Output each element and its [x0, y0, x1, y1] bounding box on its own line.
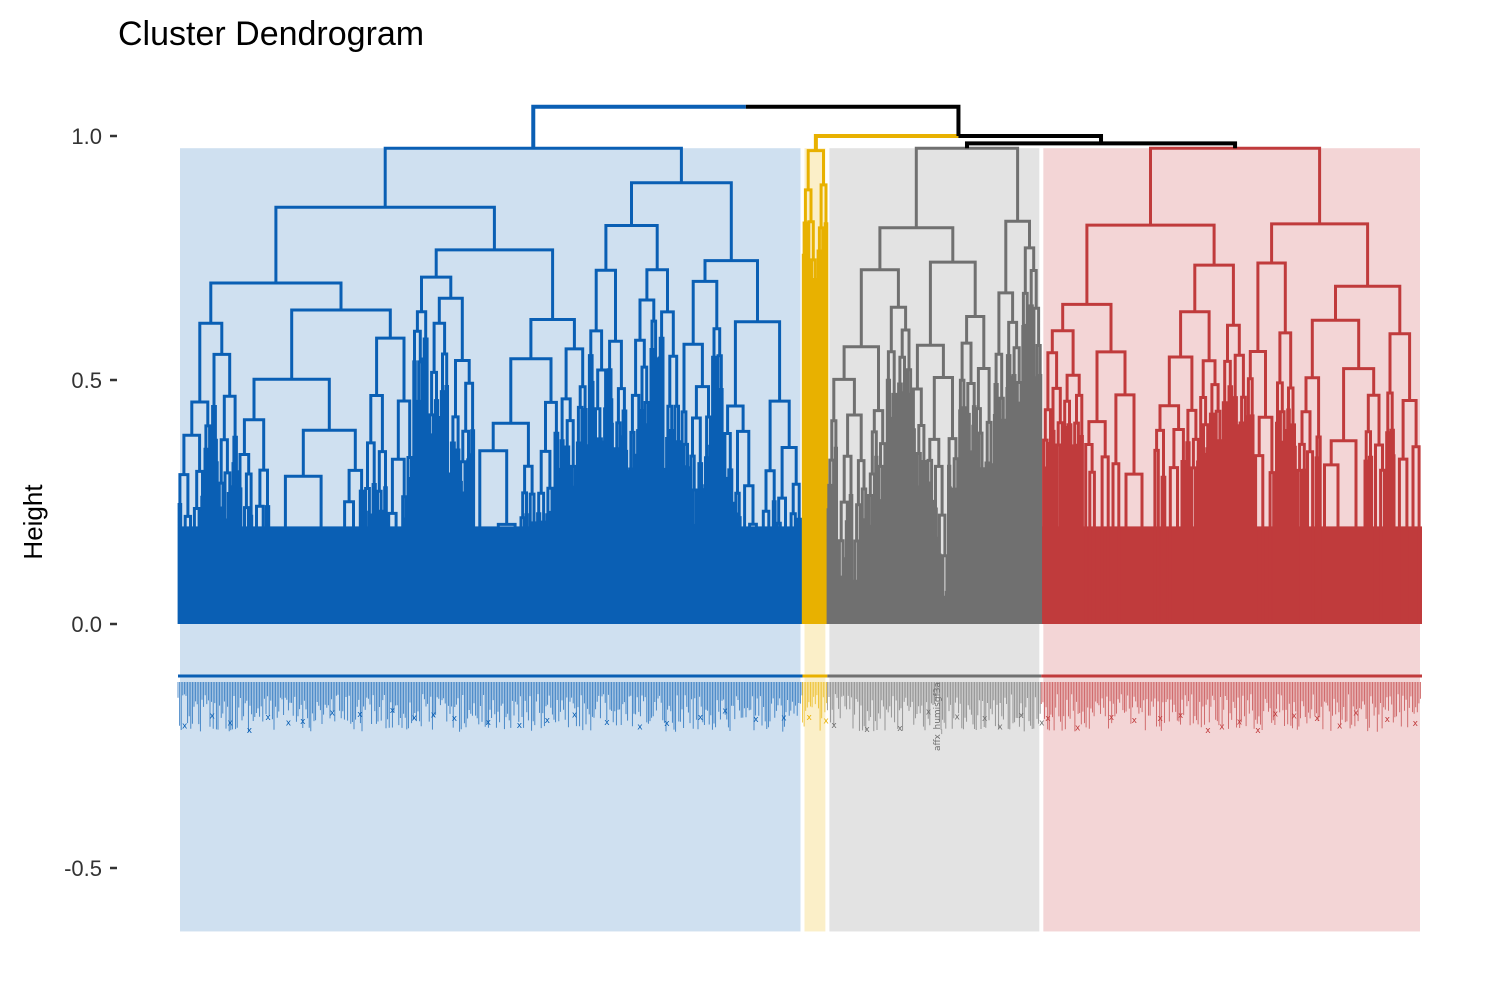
leaf-label-mark: x: [228, 719, 234, 729]
leaf-label-mark: x: [1385, 715, 1391, 725]
y-axis: 1.0 0.5 0.0 -0.5: [64, 124, 117, 881]
dense-leaf-fill-1: [178, 526, 803, 624]
leaf-label-mark: x: [1019, 711, 1025, 721]
leaf-label-mark: x: [390, 706, 396, 716]
leaf-label-mark: x: [431, 710, 437, 720]
top-merge-branch: [745, 104, 961, 136]
leaf-label-mark: x: [926, 708, 932, 718]
leaf-label-mark: x: [637, 723, 643, 733]
leaf-label-glyphs: [177, 682, 803, 732]
leaf-label-mark: x: [572, 711, 578, 721]
leaf-label-mark: x: [823, 717, 829, 727]
leaf-label-mark: x: [1255, 726, 1261, 736]
leaf-label-mark: x: [1158, 714, 1164, 724]
dendrogram-branches: [177, 104, 1422, 624]
chart-title: Cluster Dendrogram: [118, 15, 424, 53]
leaf-label-mark: x: [1273, 710, 1279, 720]
leaf-label-mark: x: [330, 709, 336, 719]
leaf-label-mark: x: [1219, 722, 1225, 732]
leaf-label-mark: x: [1178, 711, 1184, 721]
top-merge-branch: [813, 134, 959, 151]
leaf-label-mark: x: [265, 713, 271, 723]
leaf-label-glyphs: [826, 682, 1041, 732]
leaf-label-mark: x: [182, 722, 188, 732]
top-merge-branch: [958, 134, 1104, 144]
leaf-label-mark: x: [864, 725, 870, 735]
leaf-label-mark: x: [753, 715, 759, 725]
leaf-labels: x x x x x x x x x x x x x x x x x x x x x x x x x x x x x x x x x x x x x x x x…: [177, 674, 1422, 736]
leaf-label-mark: x: [357, 710, 363, 720]
leaf-label-glyphs: [802, 682, 827, 731]
leaf-label-mark: x: [1075, 723, 1081, 733]
leaf-label-mark: x: [955, 712, 961, 722]
leaf-label-mark: x: [1205, 726, 1211, 736]
leaf-label-mark: x: [781, 714, 787, 724]
leaf-label-mark: x: [1039, 719, 1045, 729]
leaf-label-mark: x: [412, 713, 418, 723]
leaf-label-mark: x: [982, 714, 988, 724]
branches-cluster-4: [1042, 146, 1421, 624]
branches-cluster-2: [801, 149, 829, 624]
leaf-label-mark: x: [698, 713, 704, 723]
leaf-label-mark: x: [1237, 718, 1243, 728]
y-axis-label: Height: [18, 484, 48, 560]
leaf-label-mark: x: [452, 714, 458, 724]
branches-cluster-3: [826, 146, 1043, 624]
leaf-label-mark: x: [831, 721, 837, 731]
leaf-label-mark: x: [1413, 719, 1419, 729]
y-tick-label: 0.5: [71, 368, 102, 393]
leaf-label-mark: x: [1315, 714, 1321, 724]
y-tick-label: -0.5: [64, 856, 102, 881]
leaf-label-mark: x: [300, 717, 306, 727]
leaf-label-mark: x: [486, 718, 492, 728]
leaf-label-mark: x: [807, 713, 813, 723]
leaf-label-mark: x: [545, 716, 551, 726]
leaf-label-mark: x: [997, 723, 1003, 733]
leaf-label-mark: x: [664, 719, 670, 729]
leaf-label-glyphs: [1040, 682, 1421, 732]
y-tick-label: 0.0: [71, 612, 102, 637]
leaf-label-mark: x: [1353, 708, 1359, 718]
leaf-label-mark: x: [517, 721, 523, 731]
y-tick-label: 1.0: [71, 124, 102, 149]
leaf-label-mark: x: [1109, 713, 1115, 723]
leaf-label-mark: x: [1132, 716, 1138, 726]
leaf-label-mark: x: [286, 718, 292, 728]
leaf-label-special: affx_humisgf3a: [933, 682, 943, 751]
top-merge-branch: [531, 104, 746, 149]
leaf-label-mark: x: [1337, 722, 1343, 732]
leaf-label-mark: x: [247, 726, 253, 736]
leaf-label-mark: x: [897, 724, 903, 734]
leaf-label-mark: x: [1045, 714, 1051, 724]
leaf-label-mark: x: [722, 707, 728, 717]
leaf-label-mark: x: [604, 718, 610, 728]
leaf-label-mark: x: [210, 711, 216, 721]
leaf-label-mark: x: [1292, 712, 1298, 722]
